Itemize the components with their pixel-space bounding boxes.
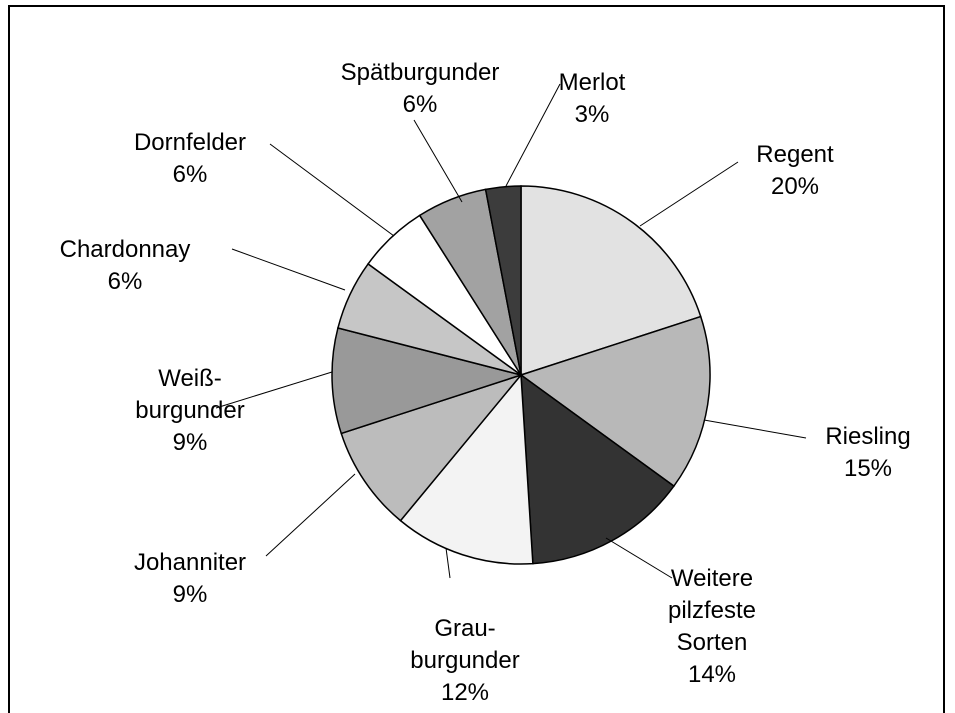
slice-label: Chardonnay — [60, 236, 191, 263]
slice-label: Johanniter — [134, 549, 246, 576]
leader-line — [703, 419, 807, 439]
slice-label: Spätburgunder — [341, 59, 500, 86]
slice-label: Weiß-burgunder — [135, 365, 244, 424]
leader-line — [445, 547, 451, 579]
leader-line — [605, 537, 673, 579]
pie-slice — [520, 373, 675, 565]
slice-value-label: 6% — [173, 161, 208, 188]
leader-line — [413, 119, 463, 203]
slice-label: Merlot — [559, 69, 626, 96]
pie-slice — [520, 185, 702, 377]
slice-value-label: 20% — [771, 173, 819, 200]
pie-slice — [484, 185, 522, 376]
slice-value-label: 6% — [403, 91, 438, 118]
slice-value-label: 15% — [844, 455, 892, 482]
leader-line — [265, 473, 356, 557]
slice-value-label: 9% — [173, 429, 208, 456]
leader-line — [505, 83, 561, 187]
pie-slice — [331, 327, 524, 435]
pie-slice — [340, 373, 524, 522]
chart-border — [8, 5, 945, 713]
leader-line — [639, 161, 739, 227]
slice-value-label: 9% — [173, 581, 208, 608]
pie-slice — [519, 315, 711, 488]
slice-label: Grau-burgunder — [410, 615, 519, 674]
slice-label: Regent — [756, 141, 834, 168]
leader-line — [215, 371, 333, 409]
slice-value-label: 3% — [575, 101, 610, 128]
slice-label: Weitere pilzfeste Sorten — [668, 565, 756, 656]
slice-value-label: 6% — [108, 268, 143, 295]
leader-line — [269, 143, 395, 237]
slice-label: Dornfelder — [134, 129, 246, 156]
slice-value-label: 14% — [688, 661, 736, 688]
slice-value-label: 12% — [441, 679, 489, 706]
slice-label: Riesling — [825, 423, 910, 450]
leader-line — [231, 248, 346, 291]
pie-slice — [399, 373, 534, 565]
